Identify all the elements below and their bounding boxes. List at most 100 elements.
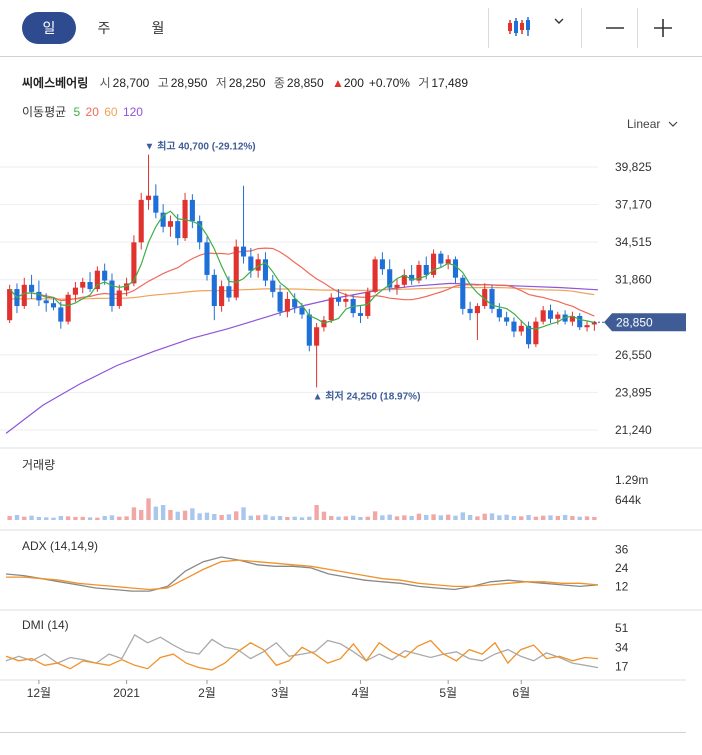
ma120-label: 120: [122, 105, 143, 119]
volume-bar: [445, 514, 451, 520]
high-value: 28,950: [170, 76, 208, 90]
volume-bar: [58, 516, 64, 520]
candle-body: [533, 321, 539, 345]
volume-bar: [533, 516, 539, 520]
ma5-line: [9, 210, 595, 330]
candle-body: [445, 259, 451, 264]
candle-body: [357, 313, 364, 316]
volume-bar: [29, 515, 34, 520]
candle-body: [240, 246, 247, 257]
candle-body: [335, 297, 342, 302]
candle-body: [496, 308, 502, 318]
dmi-tick-label: 34: [615, 640, 629, 654]
volume-bar: [336, 516, 341, 520]
volume-bar: [175, 511, 180, 520]
dmi-tick-label: 51: [615, 621, 629, 635]
scale-select[interactable]: Linear: [627, 117, 678, 131]
candle-body: [248, 256, 254, 271]
x-tick-label: 4월: [352, 686, 370, 700]
volume-bar: [467, 515, 473, 520]
volume-bar: [285, 517, 290, 520]
ma-legend-label: 이동평균: [22, 105, 67, 119]
volume-bar: [460, 512, 465, 520]
candle-body: [182, 199, 188, 239]
volume-bar: [380, 515, 385, 520]
candle-body: [591, 322, 597, 325]
candle-body: [387, 269, 393, 288]
candle-body: [175, 221, 181, 239]
candle-body: [401, 274, 407, 285]
candle-body: [292, 298, 298, 308]
candle-body: [145, 195, 152, 200]
volume-tick-label: 644k: [615, 493, 642, 507]
chevron-down-icon[interactable]: [553, 16, 565, 26]
candle-body: [379, 259, 385, 270]
price-tick-label: 31,860: [615, 273, 652, 287]
volume-bar: [329, 516, 334, 520]
volume-bar: [526, 515, 531, 520]
chevron-down-icon: [668, 121, 678, 127]
tab-day[interactable]: 일: [22, 12, 76, 44]
candle-body: [460, 277, 466, 309]
candle-body: [80, 281, 86, 288]
low-annotation: ▲ 최저 24,250 (18.97%): [313, 389, 421, 402]
low-label: 저: [215, 76, 227, 90]
candle-body: [58, 307, 64, 322]
volume-bar: [255, 515, 261, 520]
volume-bar: [416, 513, 422, 520]
candle-body: [343, 298, 349, 302]
price-tick-label: 34,515: [615, 235, 652, 249]
volume-bar: [453, 515, 458, 520]
candle-body: [467, 308, 473, 314]
volume-bar: [321, 511, 327, 520]
candle-body: [299, 307, 305, 315]
volume-bar: [95, 517, 100, 520]
ma60-label: 60: [104, 105, 118, 119]
candle-body: [518, 325, 524, 332]
candle-body: [489, 289, 495, 309]
volume-bar: [372, 511, 378, 520]
volume-bar: [438, 515, 444, 520]
candle-body: [577, 315, 583, 328]
candle-body: [482, 289, 488, 307]
volume-bar: [226, 514, 232, 520]
volume-bar: [555, 516, 560, 520]
volume-bar: [182, 510, 188, 520]
candle-body: [416, 264, 422, 281]
volume-bar: [219, 515, 224, 520]
divider: [581, 8, 582, 48]
dmi-minus-line: [5, 639, 599, 671]
candle-body: [372, 259, 378, 292]
plus-icon[interactable]: [648, 12, 678, 44]
stock-name: 씨에스베어링: [22, 76, 89, 90]
tab-month[interactable]: 월: [151, 20, 165, 36]
candle-body: [555, 314, 561, 319]
candle-body: [321, 320, 327, 328]
candle-body: [474, 306, 480, 314]
candle-body: [116, 290, 122, 307]
candle-body: [226, 286, 232, 298]
moving-average-legend: 이동평균 5 20 60 120: [22, 103, 147, 120]
volume-bar: [153, 506, 159, 520]
candle-body: [43, 300, 49, 304]
price-tick-label: 23,895: [615, 385, 652, 399]
tab-week[interactable]: 주: [97, 20, 111, 36]
adx-panel-label: ADX (14,14,9): [22, 539, 99, 553]
volume-bar: [22, 516, 27, 520]
candle-body: [87, 281, 93, 290]
volume-bar: [343, 516, 349, 520]
volume-value: 17,489: [431, 76, 469, 90]
volume-bar: [592, 517, 597, 520]
volume-bar: [482, 513, 487, 520]
volume-panel-label: 거래량: [22, 458, 56, 472]
change-percent: +0.70%: [368, 76, 410, 90]
candle-body: [219, 286, 225, 307]
volume-bar: [263, 514, 268, 520]
candle-body: [72, 287, 78, 295]
minus-icon[interactable]: [600, 12, 630, 44]
x-tick-label: 3월: [271, 686, 289, 700]
high-label: 고: [157, 76, 169, 90]
candlestick-icon[interactable]: [506, 14, 532, 40]
open-value: 28,700: [112, 76, 150, 90]
candle-body: [452, 259, 459, 278]
